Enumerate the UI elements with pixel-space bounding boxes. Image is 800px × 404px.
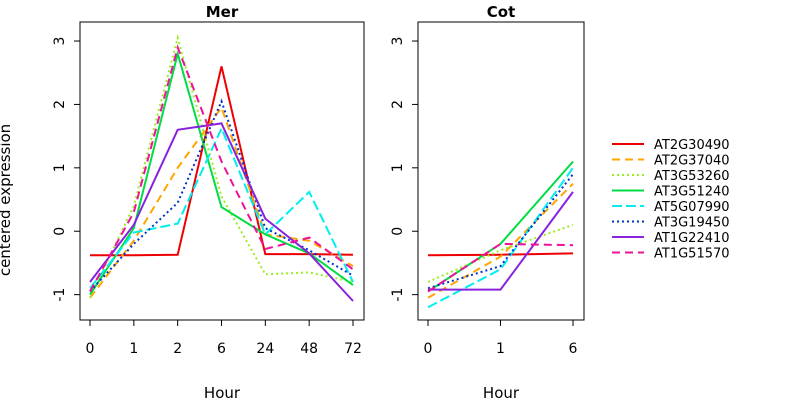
x-axis-label-cot: Hour <box>483 384 520 400</box>
y-tick-label: 0 <box>52 227 68 236</box>
series-line-at3g51240 <box>427 160 574 293</box>
series-line-at1g22410 <box>89 122 354 302</box>
x-tick-label: 2 <box>173 341 182 357</box>
y-axis-label: centered expression <box>0 124 14 276</box>
series-line-at5g07990 <box>89 126 354 289</box>
y-tick-label: 1 <box>52 163 68 172</box>
y-tick-label: 3 <box>52 37 68 46</box>
series-line-at2g37040 <box>89 105 354 299</box>
series-line-at1g22410 <box>428 191 574 291</box>
legend-label: AT2G37040 <box>654 154 730 169</box>
series-line-at5g07990 <box>427 167 574 309</box>
series-line-at3g53260 <box>427 223 574 283</box>
x-axis-label-mer: Hour <box>204 384 241 400</box>
y-tick-label: 1 <box>390 163 406 172</box>
series-line-at3g19450 <box>89 98 354 293</box>
x-tick-label: 72 <box>344 341 362 357</box>
legend-label: AT3G51240 <box>654 185 730 200</box>
legend: AT2G30490AT2G37040AT3G53260AT3G51240AT5G… <box>612 138 730 262</box>
series-line-at2g37040 <box>427 182 574 299</box>
series-line-at1g51570 <box>427 242 574 293</box>
legend-label: AT3G53260 <box>654 169 730 184</box>
x-tick-label: 6 <box>217 341 226 357</box>
legend-label: AT1G22410 <box>654 231 730 246</box>
y-tick-label: -1 <box>390 288 406 302</box>
x-tick-label: 0 <box>424 341 433 357</box>
panel-title-mer: Mer <box>206 3 239 21</box>
x-tick-label: 1 <box>496 341 505 357</box>
panel-cot: Cot Hour 0 1 6 -1 0 1 2 3 <box>390 3 585 402</box>
x-tick-label: 1 <box>129 341 138 357</box>
legend-label: AT3G19450 <box>654 216 730 231</box>
series-line-at2g30490 <box>427 252 574 257</box>
panel-title-cot: Cot <box>487 3 515 21</box>
series-line-at1g51570 <box>89 44 354 292</box>
x-tick-label: 6 <box>569 341 578 357</box>
series-line-at3g53260 <box>89 34 354 299</box>
legend-label: AT1G51570 <box>654 247 730 262</box>
series-line-at3g19450 <box>427 173 574 290</box>
x-tick-label: 0 <box>86 341 95 357</box>
legend-label: AT2G30490 <box>654 138 730 153</box>
y-tick-label: 2 <box>52 100 68 109</box>
y-tick-label: 2 <box>390 100 406 109</box>
panel-mer: Mer Hour centered expression 0 1 2 6 24 48 72 -… <box>0 3 365 402</box>
y-tick-label: 0 <box>390 227 406 236</box>
legend-label: AT5G07990 <box>654 200 730 215</box>
x-tick-label: 24 <box>256 341 274 357</box>
y-tick-label: 3 <box>390 37 406 46</box>
y-tick-label: -1 <box>52 288 68 302</box>
x-tick-label: 48 <box>300 341 318 357</box>
